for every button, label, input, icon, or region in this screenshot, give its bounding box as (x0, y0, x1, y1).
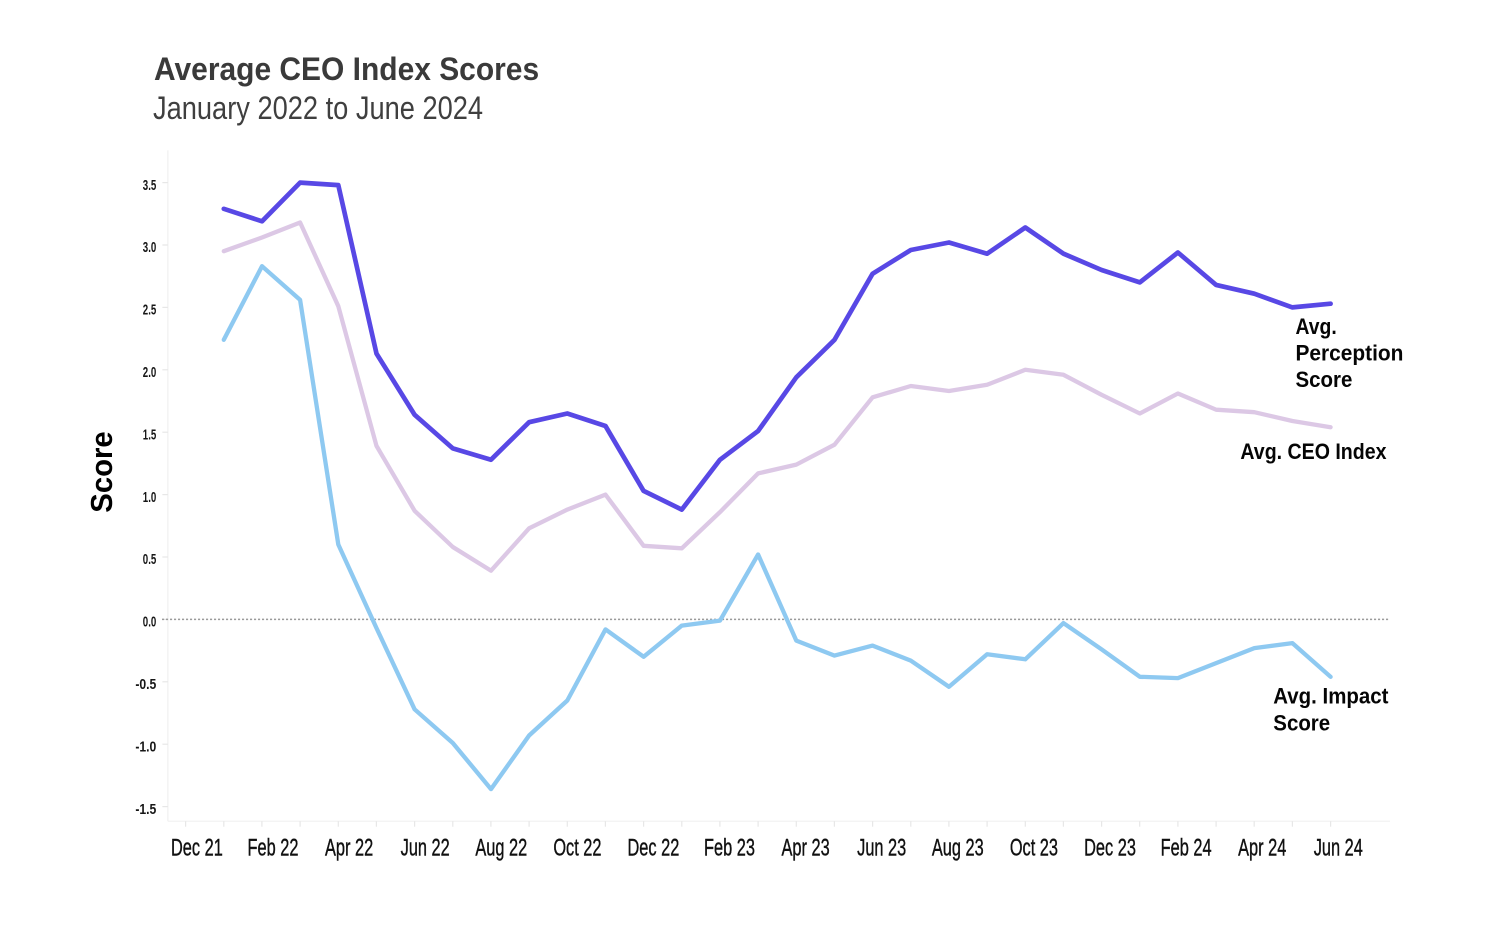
svg-text:Oct 23: Oct 23 (1010, 836, 1058, 862)
svg-text:2.0: 2.0 (143, 364, 157, 380)
svg-text:3.5: 3.5 (143, 177, 157, 193)
svg-text:Apr 23: Apr 23 (782, 836, 830, 862)
svg-text:Apr 24: Apr 24 (1238, 836, 1286, 862)
svg-text:Score: Score (1296, 367, 1353, 392)
svg-text:Aug 23: Aug 23 (932, 836, 984, 862)
svg-text:Score: Score (1273, 711, 1330, 736)
svg-text:Feb 24: Feb 24 (1161, 836, 1212, 862)
svg-text:-1.0: -1.0 (135, 738, 156, 754)
svg-text:Jun 24: Jun 24 (1314, 836, 1363, 862)
svg-text:Feb 22: Feb 22 (248, 836, 299, 862)
svg-text:0.0: 0.0 (143, 614, 157, 630)
svg-text:2.5: 2.5 (143, 302, 157, 318)
svg-text:-1.5: -1.5 (135, 801, 156, 817)
svg-text:Dec 23: Dec 23 (1084, 836, 1136, 862)
svg-text:Avg.: Avg. (1296, 315, 1337, 339)
svg-text:0.5: 0.5 (143, 551, 157, 567)
svg-text:Jun 22: Jun 22 (401, 836, 450, 862)
svg-text:Score: Score (85, 431, 119, 512)
svg-text:1.5: 1.5 (143, 426, 157, 442)
svg-text:Feb 23: Feb 23 (704, 836, 755, 862)
svg-text:Aug 22: Aug 22 (475, 836, 527, 862)
svg-text:Avg. Impact: Avg. Impact (1273, 684, 1388, 709)
svg-text:Jun 23: Jun 23 (857, 836, 906, 862)
svg-text:Apr 22: Apr 22 (325, 836, 373, 862)
svg-text:Avg. CEO Index: Avg. CEO Index (1240, 440, 1386, 464)
svg-text:1.0: 1.0 (143, 489, 157, 505)
svg-text:-0.5: -0.5 (135, 676, 156, 692)
svg-text:Dec 21: Dec 21 (171, 836, 223, 862)
svg-text:Oct 22: Oct 22 (553, 836, 601, 862)
svg-text:3.0: 3.0 (143, 239, 157, 255)
svg-text:Dec 22: Dec 22 (627, 836, 679, 862)
svg-text:Perception: Perception (1296, 341, 1404, 366)
